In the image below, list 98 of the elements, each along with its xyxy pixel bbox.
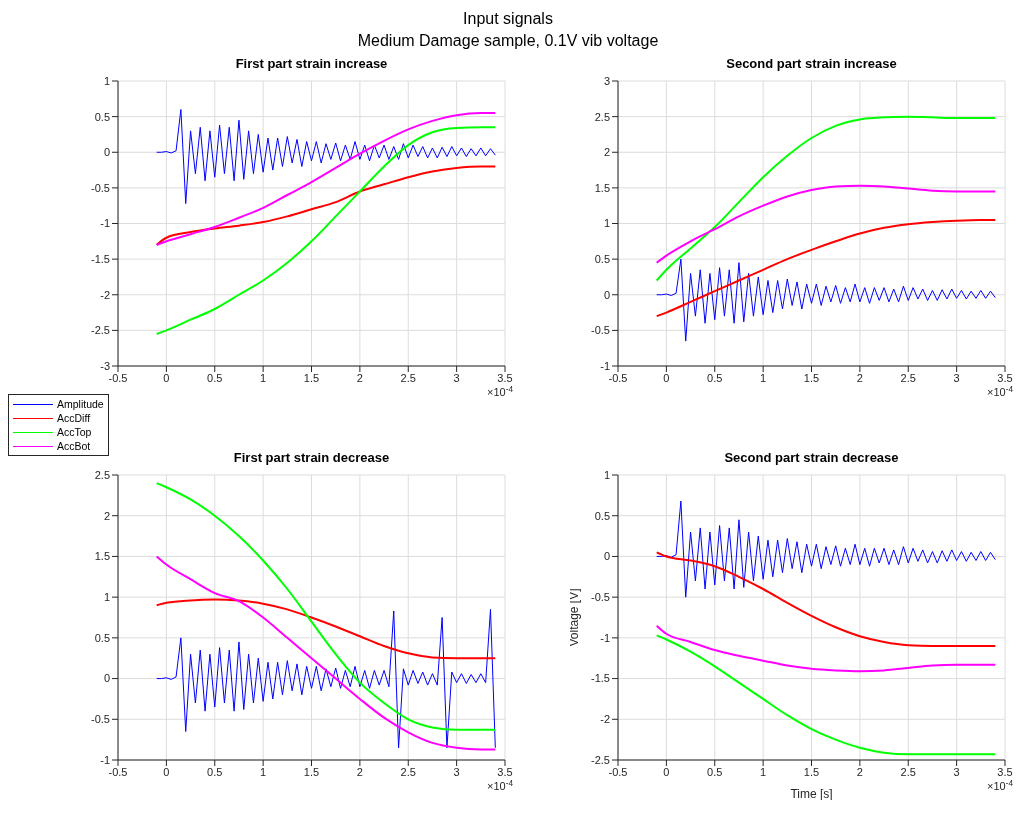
y-tick-label: -1.5 xyxy=(591,672,610,685)
x-tick-label: 3.5 xyxy=(497,765,513,778)
y-tick-label: 1 xyxy=(103,591,110,604)
y-tick-label: -1.5 xyxy=(91,253,110,266)
x-tick-label: 3 xyxy=(453,371,460,384)
y-tick-label: 1.5 xyxy=(94,550,110,563)
y-tick-label: 1 xyxy=(603,468,610,481)
y-tick-label: -1 xyxy=(100,753,110,766)
y-tick-label: -0.5 xyxy=(591,591,610,604)
x-tick-label: 0.5 xyxy=(207,765,223,778)
y-tick-label: 0.5 xyxy=(94,110,110,123)
y-axis-title: Voltage [V] xyxy=(567,588,582,647)
y-tick-label: 3 xyxy=(603,74,610,87)
x-tick-label: 2.5 xyxy=(900,765,916,778)
y-tick-label: -0.5 xyxy=(91,181,110,194)
y-tick-label: 2 xyxy=(603,146,610,159)
y-tick-label: -3 xyxy=(100,359,110,372)
line-series xyxy=(156,608,496,749)
y-tick-label: 1 xyxy=(103,74,110,87)
x-tick-label: 3.5 xyxy=(497,371,513,384)
x-tick-label: 3.5 xyxy=(997,765,1013,778)
y-tick-label: -0.5 xyxy=(591,324,610,337)
text: ×10$^{-4}$ xyxy=(986,384,1014,398)
x-tick-label: 2 xyxy=(356,371,363,384)
legend-label: Amplitude xyxy=(57,398,104,410)
y-tick-label: -2.5 xyxy=(591,753,610,766)
line-series xyxy=(655,115,997,282)
y-tick-label: 0.5 xyxy=(594,509,610,522)
line-series xyxy=(655,551,997,647)
line-series xyxy=(655,624,997,673)
line-series xyxy=(156,109,496,205)
y-tick-label: -1 xyxy=(100,217,110,230)
x-tick-label: 1 xyxy=(260,371,267,384)
y-tick-label: -2.5 xyxy=(91,324,110,337)
line-series xyxy=(155,126,497,335)
x-tick-label: 2 xyxy=(856,371,863,384)
x-tick-label: 3.5 xyxy=(997,371,1013,384)
y-tick-label: 0 xyxy=(603,550,610,563)
y-tick-label: 2.5 xyxy=(594,110,610,123)
chart-title: Second part strain decrease xyxy=(723,450,900,465)
y-tick-label: -2 xyxy=(600,713,610,726)
x-tick-label: 2 xyxy=(356,765,363,778)
x-tick-label: 2.5 xyxy=(400,765,416,778)
x-tick-label: 1.5 xyxy=(303,765,320,778)
line-series xyxy=(155,482,497,731)
y-tick-label: 1.5 xyxy=(594,181,610,194)
x-tick-label: 3 xyxy=(953,765,960,778)
x-tick-label: 1.5 xyxy=(803,765,820,778)
x-tick-label: 1.5 xyxy=(303,371,320,384)
x-tick-label: 1 xyxy=(260,765,267,778)
x-tick-label: 0 xyxy=(163,765,170,778)
y-tick-label: -0.5 xyxy=(91,713,110,726)
text: Input signals xyxy=(462,9,554,29)
x-axis-title: Time [s] xyxy=(790,787,833,801)
line-series xyxy=(155,112,497,246)
x-tick-label: 1.5 xyxy=(803,371,820,384)
line-series xyxy=(655,184,997,264)
y-tick-label: -1 xyxy=(600,631,610,644)
x-tick-label: 3 xyxy=(453,765,460,778)
x-tick-label: 0 xyxy=(663,371,670,384)
x-tick-label: 0 xyxy=(163,371,170,384)
x-tick-label: 2.5 xyxy=(400,371,416,384)
y-tick-label: 0 xyxy=(103,146,110,159)
x-tick-label: 0 xyxy=(663,765,670,778)
line-series xyxy=(656,500,996,598)
line-series xyxy=(155,598,497,660)
y-tick-label: -2 xyxy=(100,288,110,301)
line-series xyxy=(155,165,497,246)
y-tick-label: 0 xyxy=(603,288,610,301)
text: ×10$^{-4}$ xyxy=(986,778,1014,792)
y-tick-label: 0.5 xyxy=(94,631,110,644)
text: ×10$^{-4}$ xyxy=(486,384,514,398)
y-tick-label: 2.5 xyxy=(94,468,110,481)
chart-title: First part strain increase xyxy=(234,56,389,71)
y-tick-label: 2 xyxy=(103,509,110,522)
y-tick-label: 0.5 xyxy=(594,253,610,266)
y-tick-label: 0 xyxy=(103,672,110,685)
line-series xyxy=(656,258,996,342)
x-tick-label: 0.5 xyxy=(207,371,223,384)
legend-label: AccDiff xyxy=(57,412,91,424)
line-series xyxy=(655,218,997,318)
line-series xyxy=(155,555,497,751)
x-tick-label: 2 xyxy=(856,765,863,778)
chart-title: Second part strain increase xyxy=(725,56,898,71)
chart-title: First part strain decrease xyxy=(232,450,391,465)
x-tick-label: 2.5 xyxy=(900,371,916,384)
x-tick-label: 1 xyxy=(760,765,767,778)
text: Medium Damage sample, 0.1V vib voltage xyxy=(356,31,660,51)
x-tick-label: 1 xyxy=(760,371,767,384)
y-tick-label: -1 xyxy=(600,359,610,372)
x-tick-label: 0.5 xyxy=(707,765,723,778)
line-series xyxy=(655,634,997,756)
legend-label: AccTop xyxy=(57,426,92,438)
y-tick-label: 1 xyxy=(603,217,610,230)
x-tick-label: 0.5 xyxy=(707,371,723,384)
text: ×10$^{-4}$ xyxy=(486,778,514,792)
x-tick-label: 3 xyxy=(953,371,960,384)
legend-label: AccBot xyxy=(57,440,91,452)
